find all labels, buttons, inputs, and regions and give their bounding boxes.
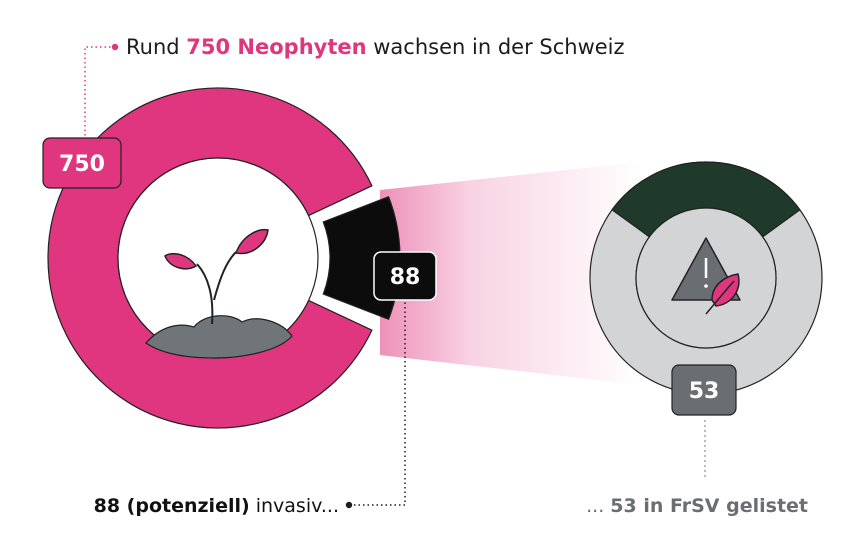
invasive-connector	[352, 298, 406, 506]
listed-caption: ... 53 in FrSV gelistet	[586, 495, 808, 517]
invasive-caption: 88 (potenziell) invasiv...	[94, 495, 339, 517]
zoom-bridge	[380, 162, 640, 385]
leaf-icon	[705, 273, 740, 315]
invasive-badge: 88	[373, 251, 437, 301]
headline-suffix: wachsen in der Schweiz	[367, 35, 625, 59]
headline: Rund 750 Neophyten wachsen in der Schwei…	[126, 35, 625, 59]
sprout-icon	[145, 228, 293, 359]
invasive-badge-label: 88	[390, 265, 421, 290]
headline-prefix: Rund	[126, 35, 186, 59]
total-badge: 750	[42, 137, 122, 189]
total-badge-label: 750	[59, 152, 105, 177]
invasive-caption-bold: 88 (potenziell)	[94, 495, 250, 517]
headline-connector	[84, 46, 112, 140]
listed-caption-prefix: ...	[586, 495, 610, 517]
invasive-caption-rest: invasiv...	[250, 495, 339, 517]
listed-caption-bold: 53 in FrSV gelistet	[610, 495, 808, 517]
listed-badge: 53	[671, 364, 737, 416]
listed-donut-chart	[589, 161, 823, 395]
headline-highlight: 750 Neophyten	[186, 35, 366, 59]
invasive-dot	[345, 501, 353, 509]
headline-dot	[111, 43, 119, 51]
listed-badge-label: 53	[689, 379, 720, 404]
